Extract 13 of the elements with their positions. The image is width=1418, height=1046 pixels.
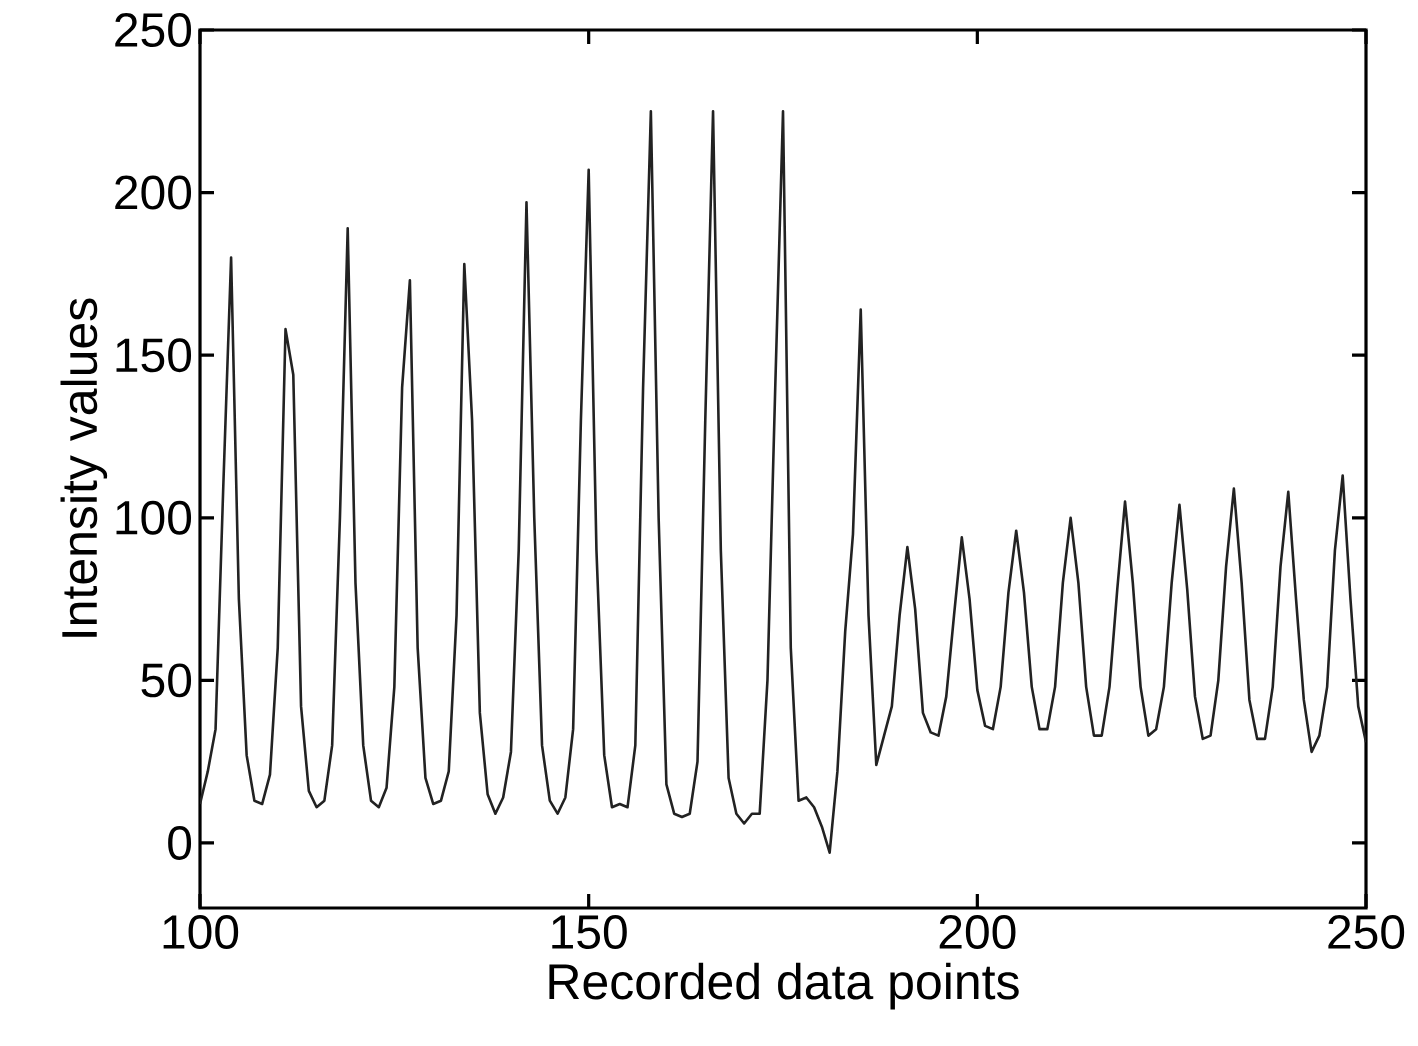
y-axis-title: Intensity values	[60, 298, 108, 637]
y-tick-label: 100	[116, 500, 192, 535]
x-tick-label: 200	[939, 915, 1016, 950]
y-tick-label: 0	[168, 825, 192, 860]
y-tick-label: 250	[115, 13, 192, 47]
x-tick-label: 250	[1328, 915, 1405, 950]
x-tick-label: 100	[163, 915, 239, 950]
y-tick-label: 150	[116, 338, 192, 373]
x-tick-label: 150	[552, 915, 627, 950]
y-tick-label: 200	[115, 175, 192, 210]
y-tick-label: 50	[141, 663, 192, 698]
line-series	[200, 110, 1367, 855]
x-axis-title: Recorded data points	[549, 962, 1019, 1010]
